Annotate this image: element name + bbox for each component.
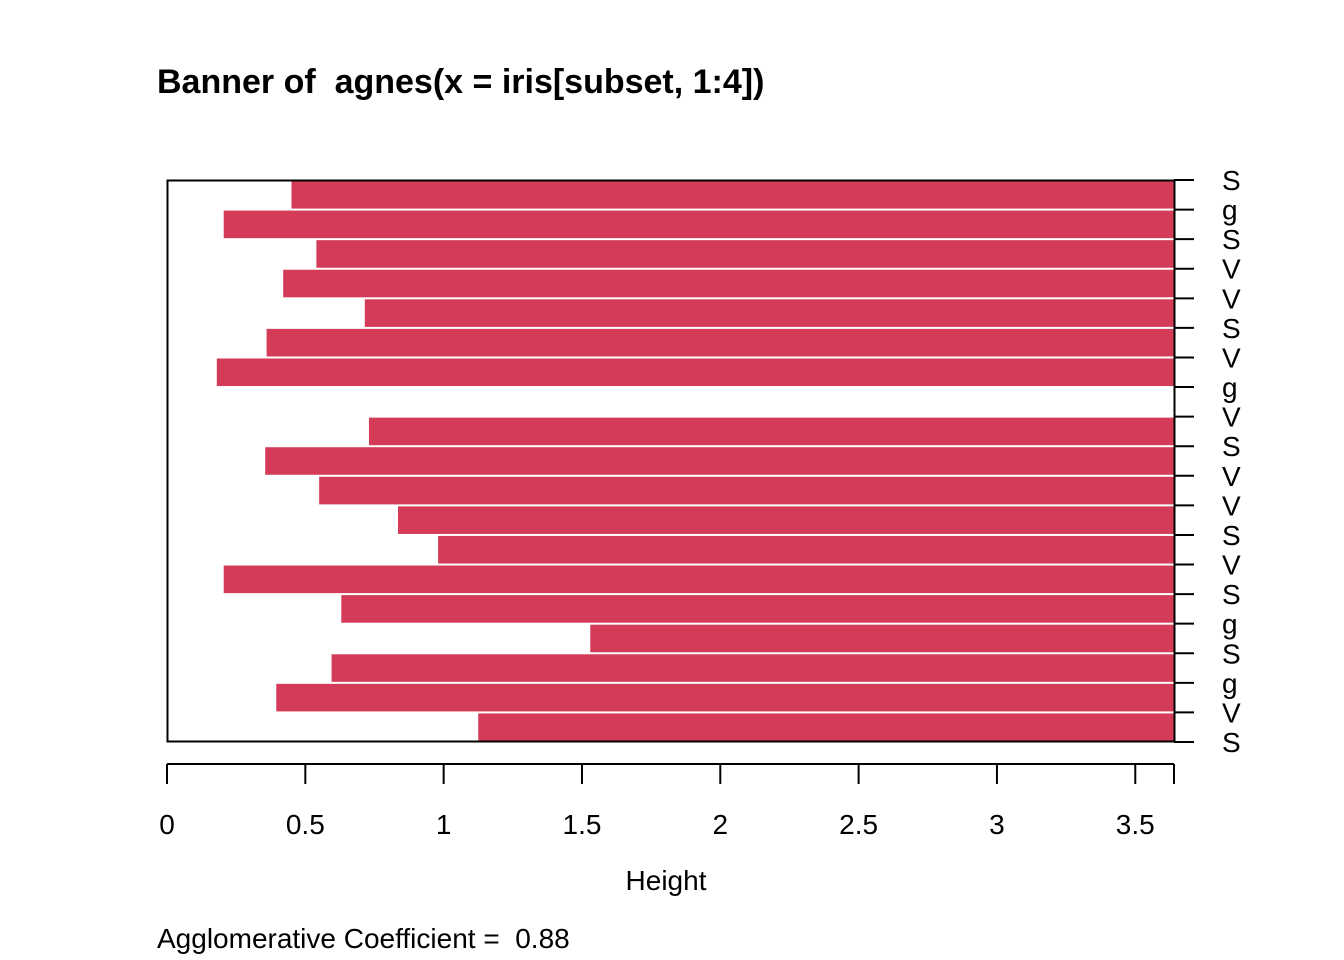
object-label: V	[1222, 254, 1241, 285]
x-tick-label: 1	[436, 809, 452, 840]
x-tick-label: 2	[713, 809, 729, 840]
object-label: S	[1222, 165, 1241, 196]
object-label: S	[1222, 579, 1241, 610]
banner-bar	[590, 624, 1174, 653]
agglomerative-coefficient: Agglomerative Coefficient = 0.88	[157, 923, 570, 954]
object-label: g	[1222, 668, 1238, 699]
object-label: S	[1222, 520, 1241, 551]
object-label: S	[1222, 431, 1241, 462]
object-label: g	[1222, 372, 1238, 403]
object-label: S	[1222, 224, 1241, 255]
x-axis-title: Height	[626, 865, 707, 896]
object-label: S	[1222, 313, 1241, 344]
object-label: V	[1222, 697, 1241, 728]
x-tick-label: 0.5	[286, 809, 325, 840]
x-tick-label: 3	[989, 809, 1005, 840]
object-label: V	[1222, 550, 1241, 581]
banner-bar	[223, 210, 1175, 239]
banner-bar	[341, 595, 1174, 623]
banner-bar	[438, 535, 1175, 564]
x-axis: 0 0.5 1 1.5 2 2.5 3 3.5	[159, 763, 1175, 840]
object-label: V	[1222, 283, 1241, 314]
banner-bar	[265, 447, 1174, 475]
banner-bar	[216, 358, 1175, 387]
banner-bar	[276, 683, 1174, 712]
object-label: S	[1222, 727, 1241, 758]
banner-bar	[266, 328, 1175, 357]
object-label: S	[1222, 638, 1241, 669]
bars-group	[216, 181, 1175, 741]
x-tick-label: 1.5	[563, 809, 602, 840]
banner-bar	[398, 506, 1175, 534]
x-tick-label: 3.5	[1116, 809, 1155, 840]
object-label: V	[1222, 402, 1241, 433]
x-tick-label: 0	[159, 809, 175, 840]
banner-bar	[291, 181, 1174, 209]
object-label: g	[1222, 195, 1238, 226]
object-label: V	[1222, 342, 1241, 373]
x-tick-label: 2.5	[839, 809, 878, 840]
banner-bar	[368, 417, 1174, 446]
banner-bar	[316, 240, 1174, 268]
banner-bar	[364, 299, 1174, 327]
banner-bar	[283, 269, 1174, 298]
plot-frame	[166, 179, 1176, 743]
object-label: V	[1222, 461, 1241, 492]
object-label: g	[1222, 609, 1238, 640]
banner-bar	[223, 565, 1175, 594]
banner-bar	[331, 654, 1174, 682]
banner-bar	[478, 713, 1175, 741]
object-label: V	[1222, 490, 1241, 521]
banner-bar	[319, 476, 1174, 505]
chart-title: Banner of agnes(x = iris[subset, 1:4])	[157, 63, 764, 101]
